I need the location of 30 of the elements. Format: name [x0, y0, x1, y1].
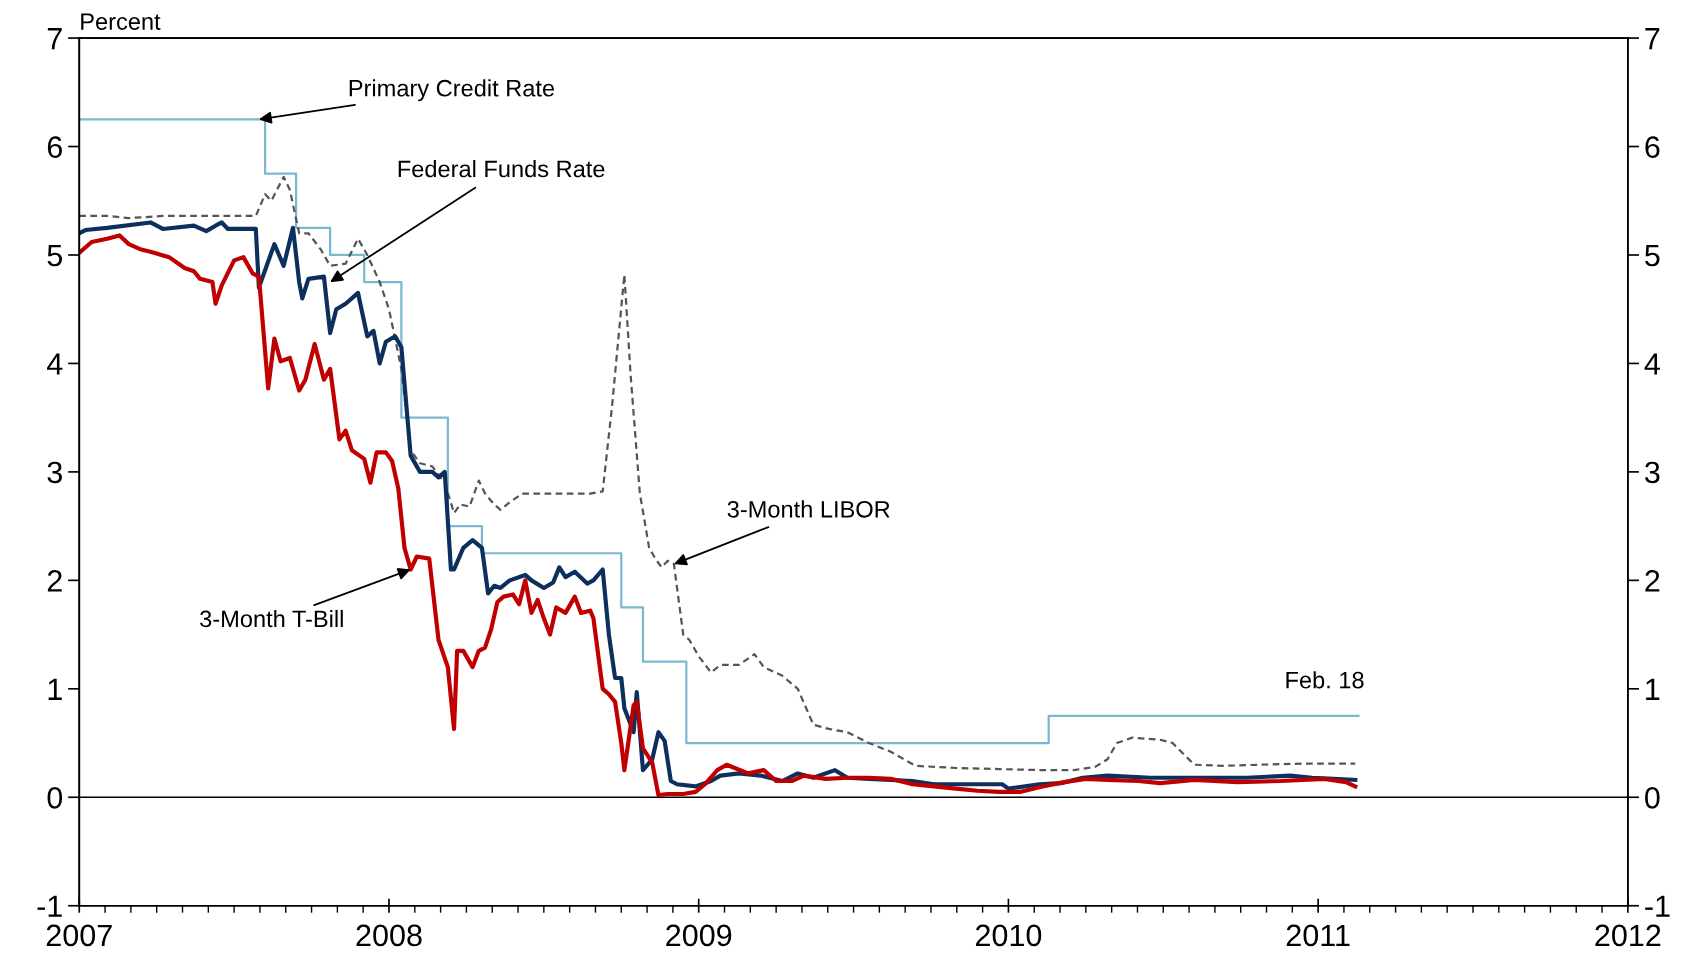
annotation: Federal Funds Rate [398, 159, 605, 178]
x-tick-label: 2011 [1286, 924, 1350, 947]
y2-tick-label: 7 [1645, 28, 1660, 50]
y-tick-label: 6 [47, 136, 62, 158]
y2-tick-label: 2 [1645, 570, 1660, 592]
x-tick-label: 2007 [46, 924, 112, 947]
y-tick-label: 7 [47, 28, 62, 50]
y-tick-label: 1 [48, 678, 62, 700]
y2-tick-label: 0 [1645, 787, 1660, 809]
y2-tick-label: 1 [1646, 678, 1660, 700]
y-tick-label: 5 [47, 245, 63, 267]
annotation: Feb. 18 [1286, 671, 1364, 689]
y-tick-label: 2 [47, 570, 62, 592]
y2-tick-label: 4 [1644, 353, 1660, 375]
annotation: 3-Month T-Bill [200, 609, 343, 628]
y2-tick-label: -1 [1645, 895, 1670, 917]
x-tick-label: 2012 [1595, 924, 1661, 947]
y-axis-title: Percent [81, 13, 161, 30]
annotation: Primary Credit Rate [349, 79, 555, 102]
y2-tick-label: 5 [1645, 245, 1660, 267]
y2-tick-label: 3 [1644, 461, 1660, 484]
y2-tick-label: 6 [1645, 136, 1660, 158]
y-tick-label: 4 [47, 353, 63, 375]
y-tick-label: -1 [37, 895, 62, 917]
x-tick-label: 2008 [356, 924, 422, 947]
x-tick-label: 2009 [666, 924, 732, 947]
annotation: 3-Month LIBOR [727, 500, 890, 518]
y-tick-label: 0 [47, 787, 63, 809]
x-tick-label: 2010 [975, 924, 1042, 947]
y-tick-label: 3 [47, 461, 62, 484]
